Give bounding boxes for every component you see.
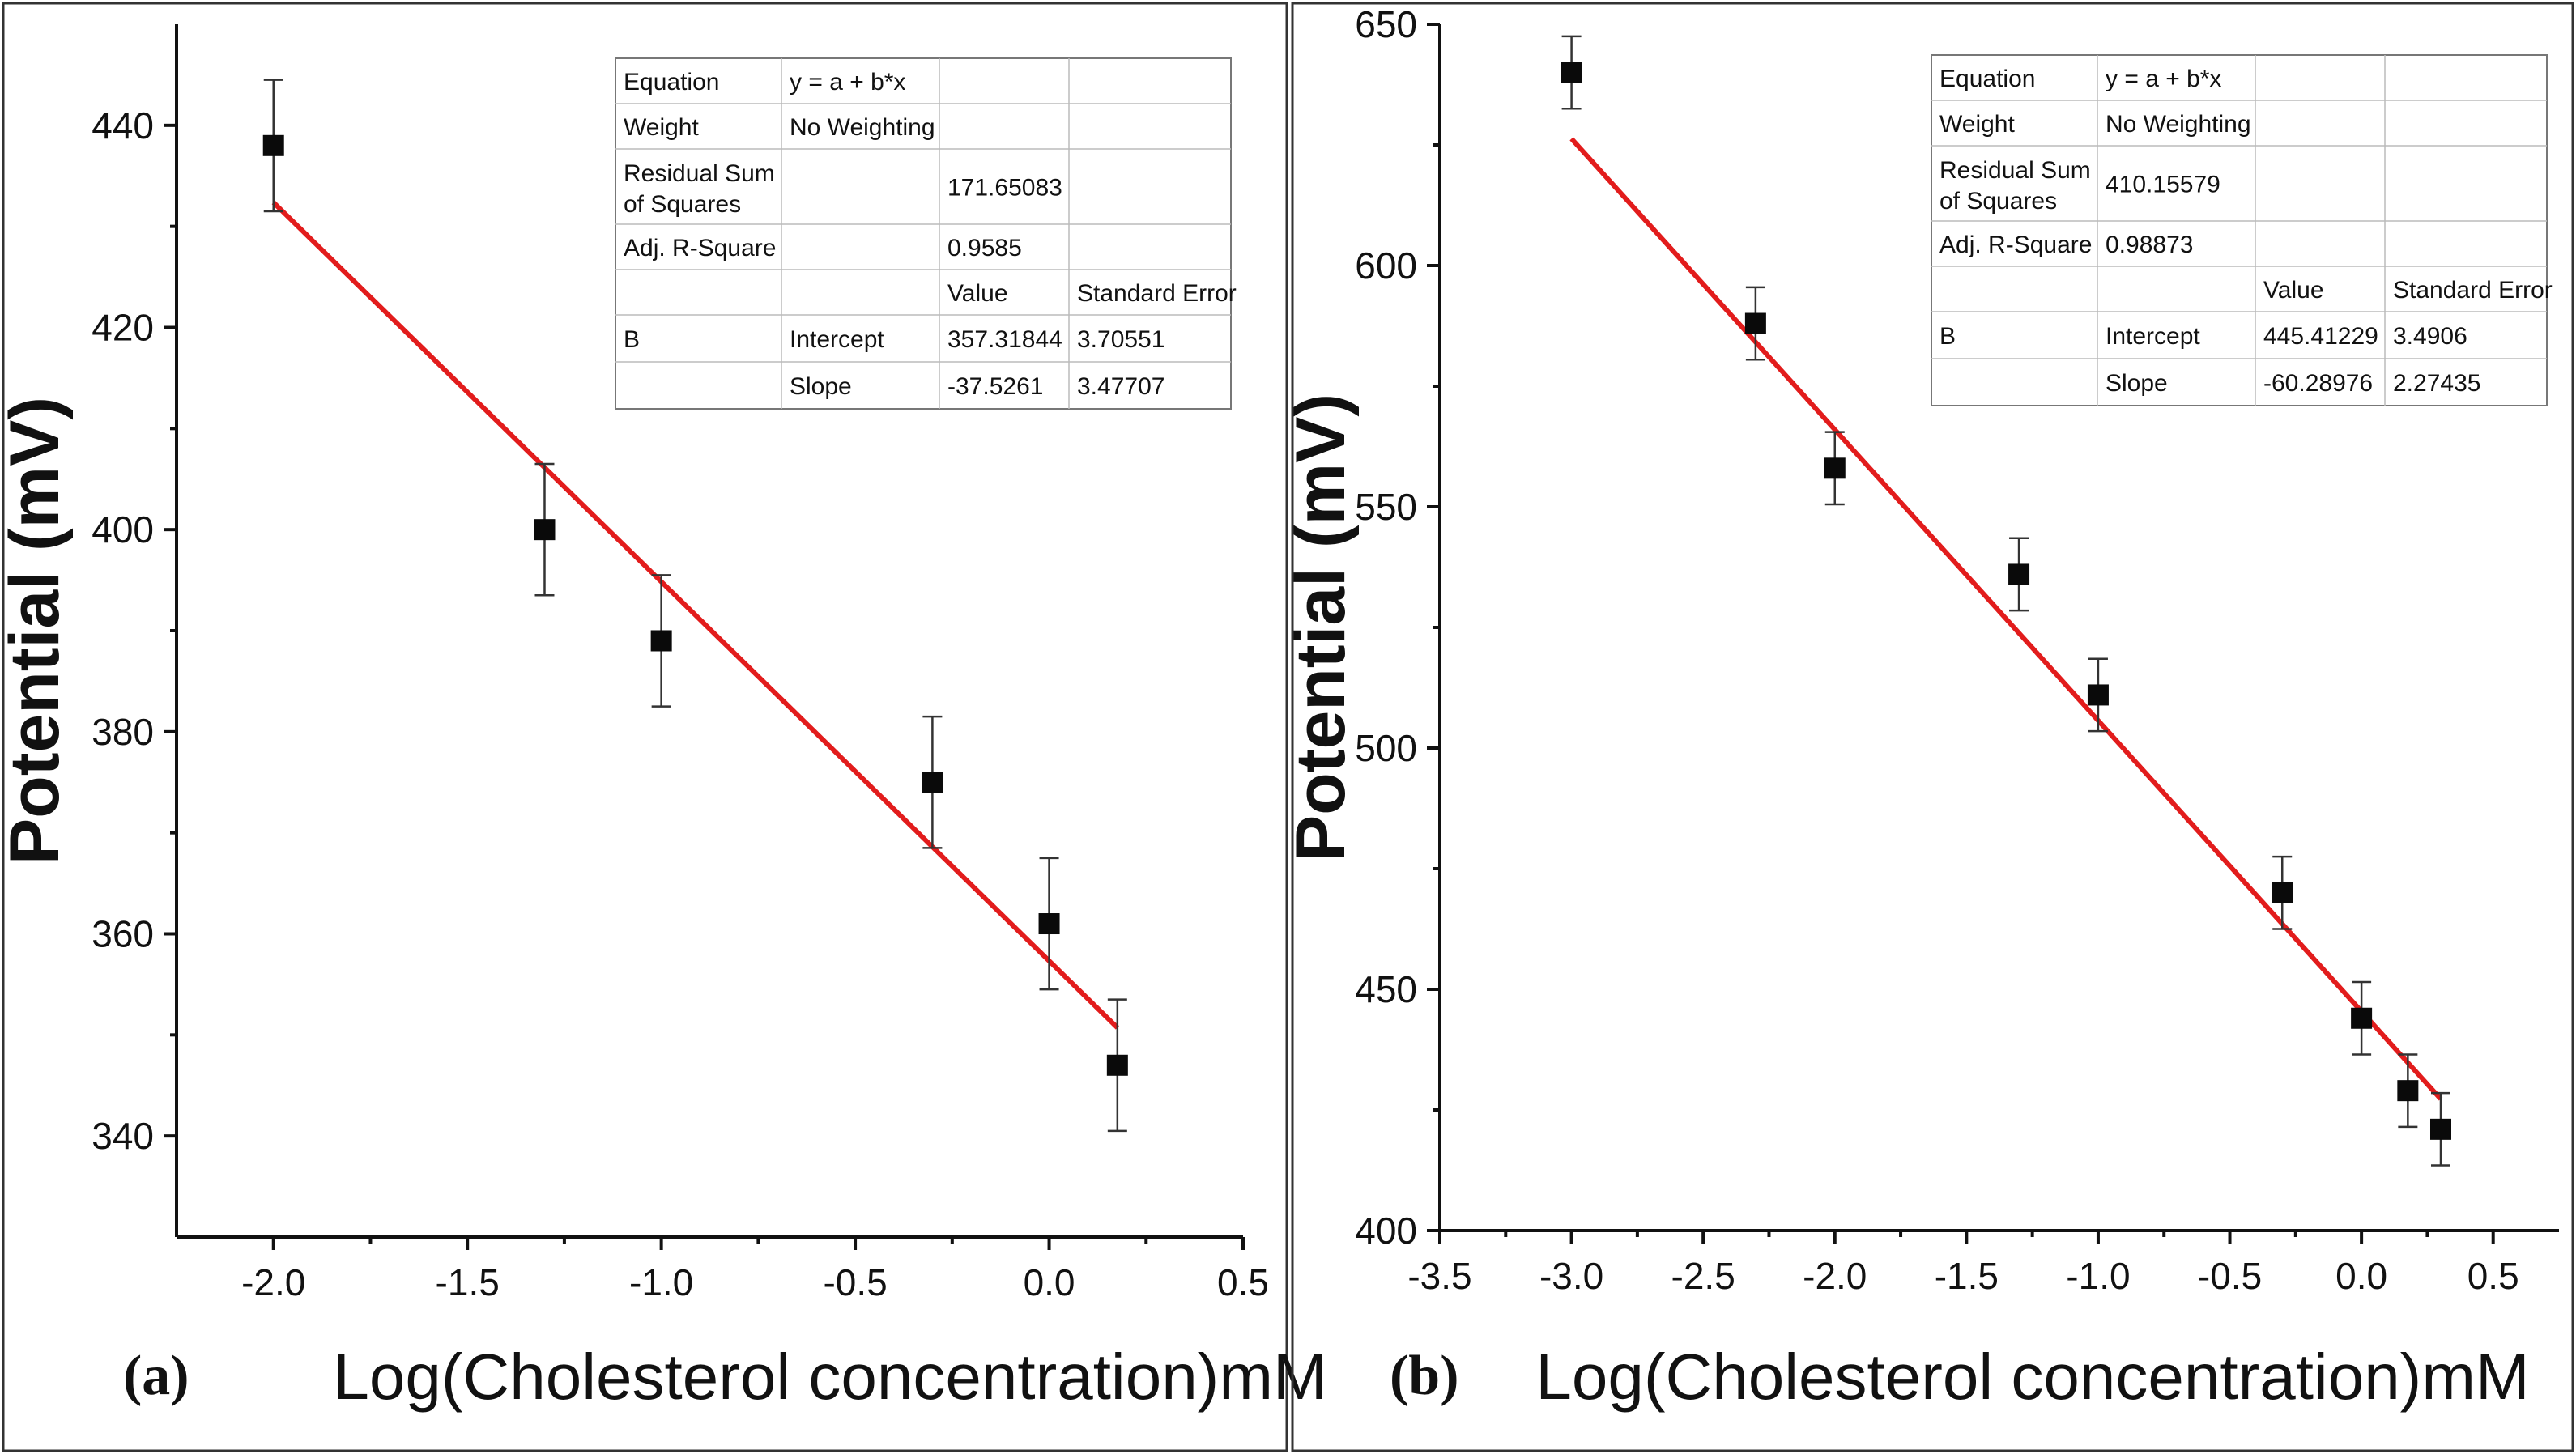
fit-table-cell: Weight: [624, 114, 699, 141]
fit-table-cell: 171.65083: [947, 175, 1062, 202]
fit-table-cell: y = a + b*x: [790, 69, 905, 96]
fit-table-cell: Standard Error: [1077, 280, 1237, 307]
fit-table-cell: 2.27435: [2393, 370, 2480, 397]
x-tick-label: -2.0: [1803, 1255, 1867, 1297]
fit-table-cell: No Weighting: [2106, 111, 2251, 138]
x-tick-label: -1.5: [436, 1261, 500, 1303]
fit-table-cell: 445.41229: [2263, 323, 2378, 350]
fit-table-cell: Weight: [1939, 111, 2015, 138]
panel-b: 400 450 500 550 600 650 -3.5 -3.0 -2.5 -2.0 -1.5 -1…: [1282, 2, 2574, 1452]
y-tick-label: 340: [92, 1115, 154, 1157]
panel-frame: [2, 2, 1288, 1452]
x-tick-label: -0.5: [823, 1261, 887, 1303]
x-tick-label: 0.0: [1024, 1261, 1075, 1303]
data-point: [922, 772, 943, 793]
fit-table-cell: 3.4906: [2393, 323, 2467, 350]
data-point: [1561, 62, 1582, 83]
x-tick-label: 0.5: [1217, 1261, 1269, 1303]
y-tick-label: 400: [92, 508, 154, 551]
data-point: [2008, 563, 2030, 585]
fit-table-cell: No Weighting: [790, 114, 935, 141]
panel-label: (a): [123, 1345, 189, 1407]
data-point: [2429, 1118, 2451, 1140]
fit-table-cell: Value: [947, 280, 1008, 307]
panel-a: 340 360 380 400 420 440 -2.0 -1.5 -1.0 -0.5 0.0 0.5…: [0, 2, 1327, 1452]
data-point: [534, 519, 556, 541]
y-tick-label: 550: [1355, 486, 1417, 528]
fit-table-cell: Slope: [2106, 370, 2168, 397]
y-tick-label: 420: [92, 307, 154, 349]
y-axis-title: Potential (mV): [0, 397, 74, 865]
data-point: [1824, 457, 1846, 479]
x-tick-label: -2.5: [1671, 1255, 1735, 1297]
fit-table: [615, 57, 1232, 410]
panel-frame: [1291, 2, 2574, 1452]
fit-table-cell: Adj. R-Square: [1939, 232, 2092, 258]
data-point: [2087, 684, 2109, 706]
x-axis-title: Log(Cholesterol concentration)mM: [333, 1341, 1326, 1413]
data-point: [1744, 312, 1766, 334]
fit-table-cell: 410.15579: [2106, 172, 2220, 198]
data-point: [2272, 882, 2293, 903]
fit-table-cell: Intercept: [2106, 323, 2200, 350]
y-tick-label: 380: [92, 711, 154, 753]
fit-table-cell: 0.98873: [2106, 232, 2193, 258]
fit-table-cell: Adj. R-Square: [624, 235, 776, 261]
y-tick-label: 600: [1355, 244, 1417, 287]
y-tick-label: 450: [1355, 968, 1417, 1010]
x-tick-label: -1.0: [629, 1261, 693, 1303]
fit-table-cell: 357.31844: [947, 326, 1062, 353]
fit-line: [1569, 137, 2443, 1101]
data-point: [650, 630, 672, 652]
y-tick-label: 440: [92, 104, 154, 147]
fit-table-cell: Residual Sum of Squares: [1939, 157, 2091, 215]
fit-table-cell: 3.70551: [1077, 326, 1165, 353]
x-tick-label: -3.5: [1407, 1255, 1471, 1297]
panel-label: (b): [1390, 1345, 1459, 1407]
x-tick-label: 0.0: [2335, 1255, 2387, 1297]
x-axis-title: Log(Cholesterol concentration)mM: [1535, 1341, 2529, 1413]
fit-table-cell: 3.47707: [1077, 373, 1165, 400]
data-point: [1038, 913, 1060, 935]
fit-table-cell: 0.9585: [947, 235, 1022, 261]
y-tick-label: 400: [1355, 1210, 1417, 1252]
data-point: [2397, 1080, 2419, 1102]
fit-table: [1931, 54, 2548, 406]
fit-table-cell: -37.5261: [947, 373, 1043, 400]
fit-table-cell: -60.28976: [2263, 370, 2373, 397]
x-tick-label: 0.5: [2467, 1255, 2519, 1297]
x-tick-label: -0.5: [2198, 1255, 2262, 1297]
fit-line: [271, 200, 1119, 1030]
fit-table-cell: Residual Sum of Squares: [624, 160, 775, 218]
x-tick-label: -2.0: [241, 1261, 305, 1303]
fit-table-cell: Standard Error: [2393, 277, 2553, 304]
fit-table-cell: Intercept: [790, 326, 884, 353]
y-axis-title: Potential (mV): [1282, 393, 1360, 861]
x-tick-label: -1.5: [1935, 1255, 1999, 1297]
fit-table-cell: y = a + b*x: [2106, 66, 2221, 92]
x-tick-label: -3.0: [1539, 1255, 1603, 1297]
fit-table-cell: B: [1939, 323, 1956, 350]
y-tick-label: 360: [92, 913, 154, 955]
data-point: [1106, 1054, 1128, 1076]
fit-table-cell: Equation: [1939, 66, 2035, 92]
fit-table-cell: Slope: [790, 373, 852, 400]
fit-table-cell: Equation: [624, 69, 719, 96]
data-point: [262, 134, 284, 156]
data-point: [2351, 1007, 2373, 1029]
y-tick-label: 650: [1355, 3, 1417, 45]
x-tick-label: -1.0: [2066, 1255, 2130, 1297]
fit-table-cell: Value: [2263, 277, 2324, 304]
fit-table-cell: B: [624, 326, 640, 353]
y-tick-label: 500: [1355, 727, 1417, 769]
